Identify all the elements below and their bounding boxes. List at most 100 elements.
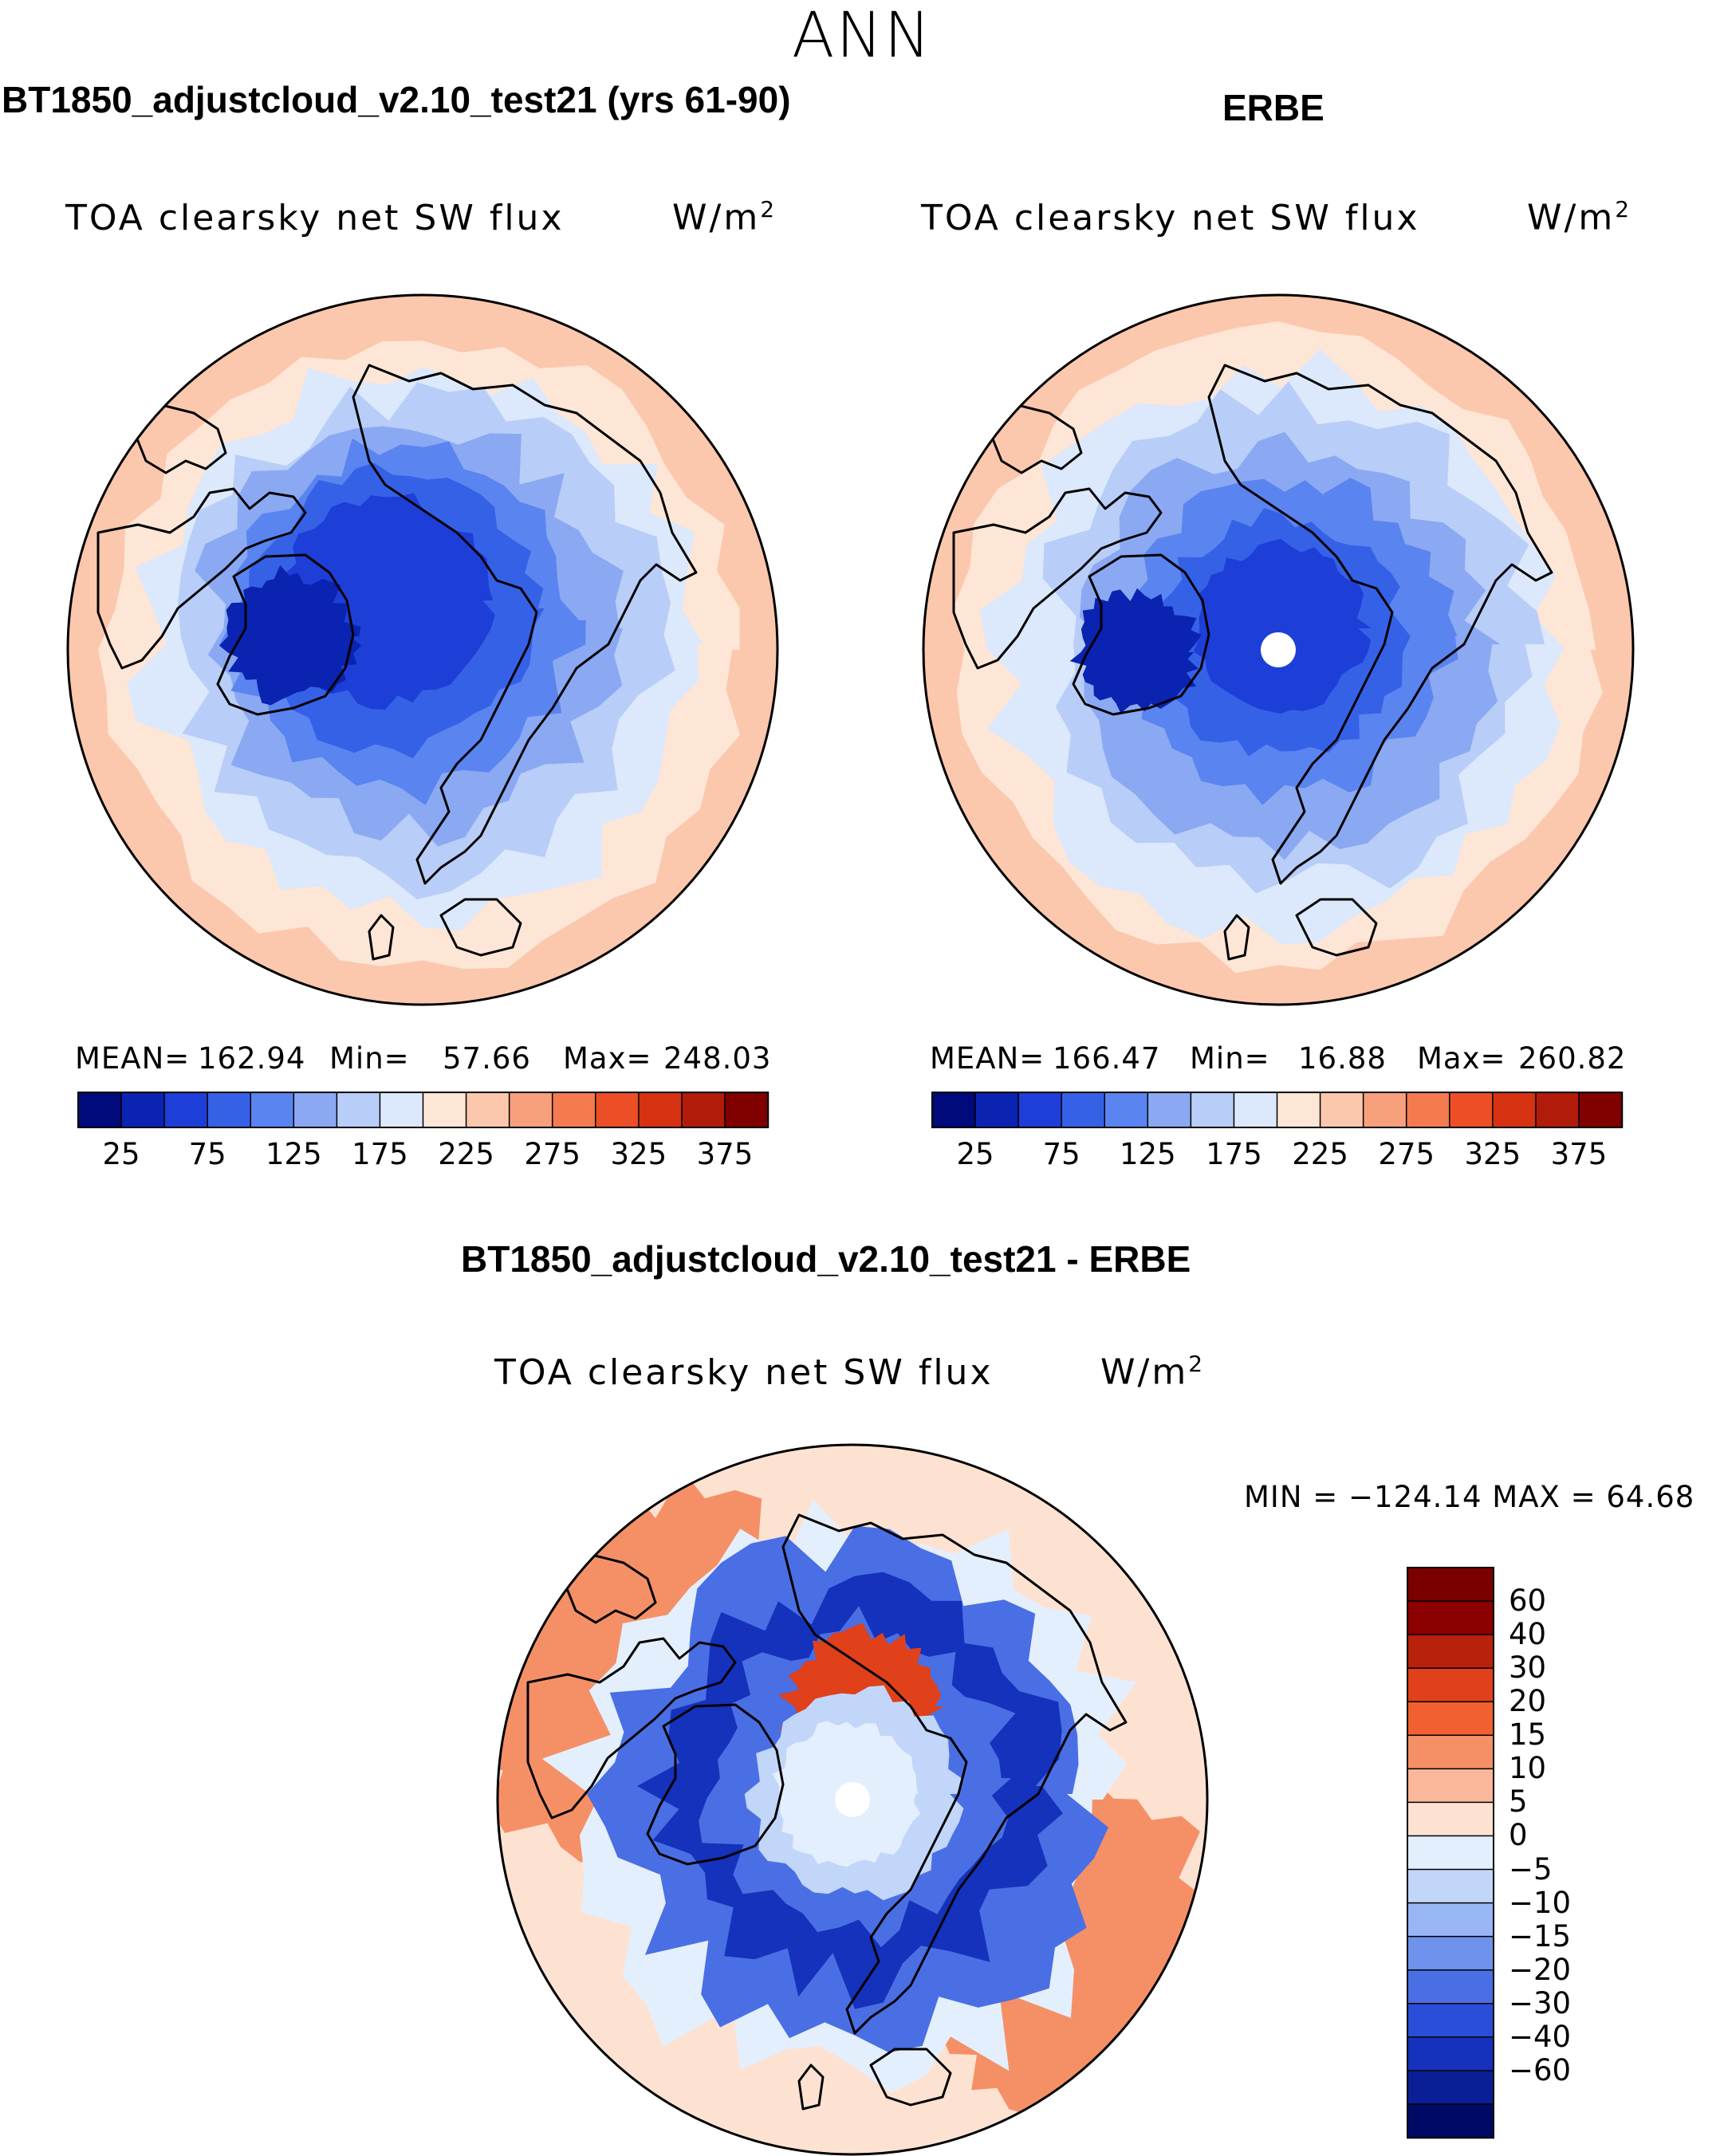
panel-1-units: W/m2 [672, 196, 777, 238]
contour-fill-7 [1069, 588, 1202, 714]
panel-1-min-value: 57.66 [443, 1041, 531, 1076]
colorbar-tick-label: 0 [1509, 1818, 1528, 1853]
colorbar-tick-label: 40 [1509, 1617, 1547, 1652]
colorbar-swatch [724, 1092, 770, 1128]
colorbar-swatch [379, 1092, 424, 1128]
coastline-3 [352, 364, 698, 885]
panel-3-colorbar [1407, 1567, 1494, 2139]
colorbar-swatch [1407, 1969, 1494, 2005]
coastline-3 [781, 1513, 1128, 2035]
panel-1-max-value: 248.03 [663, 1041, 772, 1076]
coastline-2 [984, 403, 1083, 474]
panel-2-max-value: 260.82 [1518, 1041, 1627, 1076]
colorbar-swatch [1407, 2103, 1494, 2139]
colorbar-swatch [1362, 1092, 1407, 1128]
colorbar-tick-label: 225 [1292, 1137, 1348, 1171]
colorbar-swatch [207, 1092, 252, 1128]
colorbar-swatch [1449, 1092, 1494, 1128]
colorbar-tick-label: 175 [352, 1137, 408, 1171]
colorbar-tick-label: 125 [1120, 1137, 1176, 1171]
panel-1-polar-map [66, 293, 779, 1006]
colorbar-tick-label: 20 [1509, 1684, 1547, 1719]
colorbar-tick-label: 25 [102, 1137, 140, 1171]
panel-2-variable: TOA clearsky net SW flux [921, 198, 1420, 238]
coastline-1 [952, 487, 1163, 670]
colorbar-swatch [120, 1092, 166, 1128]
colorbar-swatch [1407, 1768, 1494, 1804]
colorbar-tick-label: 125 [266, 1137, 322, 1171]
coastline-4 [1295, 898, 1378, 957]
coastline-5 [368, 914, 395, 961]
colorbar-swatch [1190, 1092, 1235, 1128]
colorbar-swatch [250, 1092, 295, 1128]
colorbar-tick-label: 5 [1509, 1784, 1528, 1820]
panel-1-mean-label: MEAN= [75, 1041, 191, 1076]
panel-3-minmax: MIN = −124.14 MAX = 64.68 [1244, 1480, 1695, 1514]
colorbar-tick-label: 225 [438, 1137, 494, 1171]
colorbar-swatch [595, 1092, 640, 1128]
panel-2-colorbar-ticks: 25 75 125 175 225 275 325 375 [932, 1137, 1622, 1177]
coastline-1 [526, 1637, 737, 1820]
panel-3-colorbar-ticks: 60 40 30 20 15 10 5 0 −5 −10 −15 −20 −30 −40 −60 [1509, 1568, 1604, 2138]
colorbar-swatch [293, 1092, 338, 1128]
pole-missing-data [1261, 632, 1296, 667]
map-border [66, 293, 779, 1006]
colorbar-swatch [1407, 1701, 1494, 1737]
coastline-5 [797, 2064, 825, 2111]
coastline-4 [869, 2048, 952, 2107]
coastline-0 [646, 1703, 785, 1866]
colorbar-swatch [1017, 1092, 1063, 1128]
coastline-5 [1223, 914, 1250, 961]
colorbar-tick-label: 325 [610, 1137, 667, 1171]
colorbar-swatch [1407, 1567, 1494, 1603]
colorbar-swatch [638, 1092, 683, 1128]
panel-2-colorbar [931, 1092, 1624, 1128]
colorbar-tick-label: 10 [1509, 1751, 1547, 1786]
colorbar-swatch [336, 1092, 381, 1128]
colorbar-tick-label: 75 [188, 1137, 226, 1171]
contour-fill-7 [218, 565, 361, 706]
colorbar-swatch [1405, 1092, 1451, 1128]
coastline-0 [216, 553, 355, 716]
colorbar-tick-label: 275 [524, 1137, 581, 1171]
colorbar-tick-label: −5 [1509, 1851, 1553, 1886]
colorbar-tick-label: 75 [1042, 1137, 1080, 1171]
panel-1-colorbar-ticks: 25 75 125 175 225 275 325 375 [78, 1137, 768, 1177]
colorbar-swatch [974, 1092, 1020, 1128]
colorbar-tick-label: −10 [1509, 1885, 1572, 1920]
contour-fill-6 [1193, 538, 1372, 714]
colorbar-swatch [77, 1092, 123, 1128]
coastline-4 [439, 898, 522, 957]
pole-missing-data [835, 1782, 870, 1817]
colorbar-tick-label: 275 [1378, 1137, 1435, 1171]
colorbar-tick-label: 15 [1509, 1717, 1547, 1753]
colorbar-swatch [1407, 1868, 1494, 1904]
colorbar-swatch [1407, 1935, 1494, 1971]
colorbar-tick-label: 30 [1509, 1650, 1547, 1686]
colorbar-swatch [465, 1092, 510, 1128]
colorbar-tick-label: −15 [1509, 1918, 1572, 1953]
colorbar-swatch [1407, 1600, 1494, 1636]
panel-2-mean-label: MEAN= [930, 1041, 1045, 1076]
colorbar-tick-label: 375 [696, 1137, 754, 1171]
colorbar-swatch [422, 1092, 467, 1128]
colorbar-swatch [1407, 1902, 1494, 1938]
colorbar-swatch [551, 1092, 597, 1128]
coastline-2 [128, 403, 227, 474]
panel-2-units: W/m2 [1527, 196, 1632, 238]
colorbar-tick-label: −30 [1509, 1985, 1572, 2020]
colorbar-swatch [1233, 1092, 1278, 1128]
panel-1-variable: TOA clearsky net SW flux [65, 198, 565, 238]
colorbar-swatch [1535, 1092, 1580, 1128]
coastline-3 [1207, 364, 1553, 885]
panel-1-mean-value: 162.94 [198, 1041, 306, 1076]
colorbar-swatch [163, 1092, 209, 1128]
panel-2-max-label: Max= [1417, 1041, 1506, 1076]
colorbar-tick-label: 25 [956, 1137, 994, 1171]
colorbar-swatch [1407, 2003, 1494, 2039]
panel-2-polar-map [922, 293, 1635, 1006]
panel-1-title: BT1850_adjustcloud_v2.10_test21 (yrs 61-… [2, 79, 791, 120]
coastline-2 [558, 1553, 657, 1624]
colorbar-tick-label: 375 [1550, 1137, 1608, 1171]
map-border [922, 293, 1635, 1006]
